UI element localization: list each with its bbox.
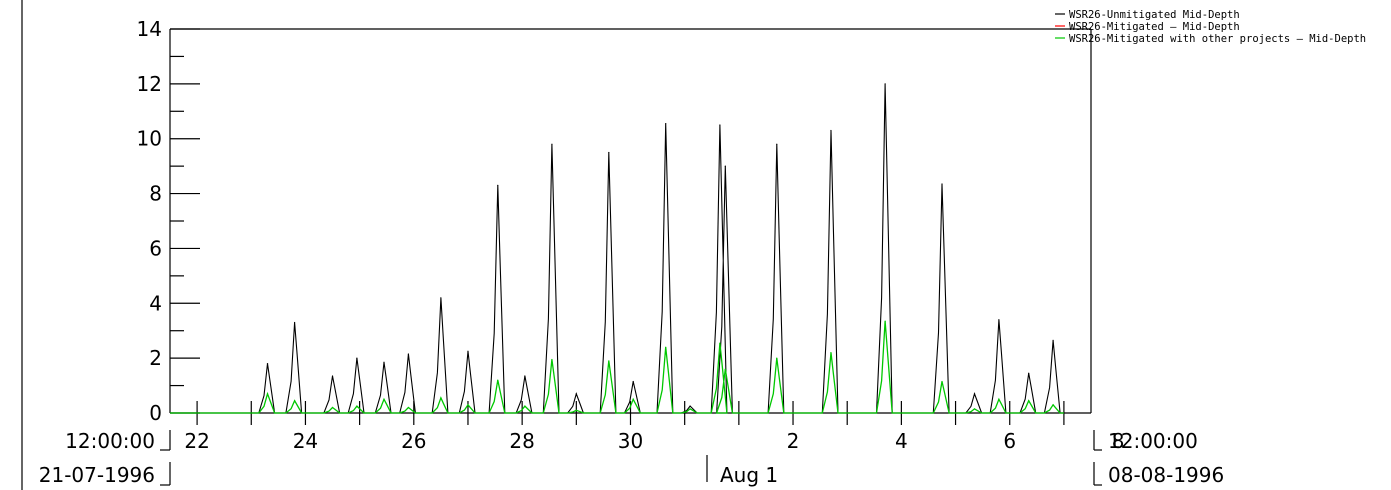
series-peak-point: [1052, 404, 1054, 406]
y-tick-label: 6: [149, 236, 162, 260]
series-peak-point: [665, 123, 667, 125]
x-tick-label: 4: [895, 429, 908, 453]
x-month-label: Aug 1: [706, 455, 778, 487]
x-tick-label: 2: [787, 429, 800, 453]
series-peak-point: [575, 409, 577, 411]
series-peak-point: [266, 393, 269, 395]
series-peak-point: [356, 357, 358, 359]
series-peak-point: [524, 375, 526, 377]
legend-label-mitigated: WSR26-Mitigated – Mid-Depth: [1069, 21, 1240, 33]
x-start-date: 21-07-1996: [39, 463, 155, 487]
series-peak-point: [973, 393, 976, 395]
series-layer: [170, 83, 1064, 414]
month-label: Aug 1: [720, 463, 778, 487]
series-peak-point: [407, 406, 409, 409]
series-peak-point: [776, 357, 778, 359]
series-peak-point: [719, 124, 721, 126]
series-peak-point: [608, 151, 610, 154]
series-peak-point: [632, 380, 634, 383]
x-end-label: 12:00:00 08-08-1996: [1093, 429, 1224, 487]
x-tick-label: 6: [1003, 429, 1016, 453]
legend-label-mitigated-other: WSR26-Mitigated with other projects – Mi…: [1069, 33, 1366, 45]
series-line: [170, 321, 1064, 414]
series-peak-point: [383, 398, 385, 400]
series-peak-point: [294, 400, 296, 402]
legend: WSR26-Unmitigated Mid-Depth WSR26-Mitiga…: [1055, 9, 1366, 45]
legend-label-unmitigated: WSR26-Unmitigated Mid-Depth: [1069, 9, 1240, 21]
series-peak-point: [524, 405, 526, 407]
series-peak-point: [998, 319, 1000, 321]
series-peak-point: [407, 353, 409, 355]
y-axis-ticks: 0 2 4 6 8 10 12 14: [137, 17, 200, 425]
series-peak-point: [467, 404, 469, 406]
y-tick-label: 2: [149, 346, 162, 370]
series-peak-point: [1028, 400, 1030, 402]
series-peak-point: [941, 380, 943, 383]
series-peak-point: [776, 143, 778, 145]
y-tick-label: 12: [137, 72, 162, 96]
x-tick-label: 26: [401, 429, 426, 453]
series-peak-point: [551, 143, 553, 145]
x-tick-label: 8: [1112, 429, 1125, 453]
series-peak-point: [266, 363, 269, 365]
y-tick-label: 8: [149, 182, 162, 206]
series-peak-point: [331, 375, 334, 377]
series-peak-point: [724, 368, 726, 370]
x-end-time: 12:00:00: [1108, 429, 1198, 453]
series-peak-point: [973, 408, 976, 410]
y-tick-label: 10: [137, 127, 162, 151]
x-axis-ticks: 22 24 26 28 30 2 4 6 8: [184, 401, 1124, 453]
series-peak-point: [331, 406, 334, 409]
series-peak-point: [724, 165, 726, 167]
series-peak-point: [575, 393, 577, 395]
series-peak-point: [998, 398, 1000, 400]
y-tick-label: 4: [149, 291, 162, 315]
series-peak-point: [884, 320, 886, 322]
series-peak-point: [830, 352, 832, 354]
series-peak-point: [1028, 372, 1030, 374]
x-start-label: 12:00:00 21-07-1996: [39, 429, 171, 487]
series-peak-point: [719, 342, 721, 344]
series-line: [170, 83, 1064, 414]
y-tick-label: 0: [149, 401, 162, 425]
x-start-time: 12:00:00: [65, 429, 155, 453]
series-peak-point: [440, 397, 442, 399]
series-peak-point: [665, 346, 667, 348]
series-peak-point: [941, 183, 943, 185]
y-tick-label: 14: [137, 17, 162, 41]
series-peak-point: [830, 129, 832, 132]
x-tick-label: 28: [509, 429, 534, 453]
series-peak-point: [551, 358, 553, 361]
series-peak-point: [383, 361, 385, 363]
series-peak-point: [440, 297, 442, 299]
series-peak-point: [608, 360, 610, 362]
series-peak-point: [632, 398, 634, 400]
series-peak-point: [497, 379, 499, 381]
series-peak-point: [467, 350, 469, 352]
x-end-date: 08-08-1996: [1108, 463, 1224, 487]
series-peak-point: [689, 408, 691, 410]
x-tick-label: 22: [184, 429, 209, 453]
x-tick-label: 24: [293, 429, 318, 453]
x-tick-label: 30: [618, 429, 643, 453]
plot-frame: [21, 0, 1092, 490]
series-peak-point: [294, 321, 296, 324]
series-peak-point: [1052, 339, 1054, 341]
series-peak-point: [884, 83, 886, 85]
series-peak-point: [356, 405, 358, 407]
series-peak-point: [689, 405, 691, 407]
series-peak-point: [497, 184, 499, 186]
